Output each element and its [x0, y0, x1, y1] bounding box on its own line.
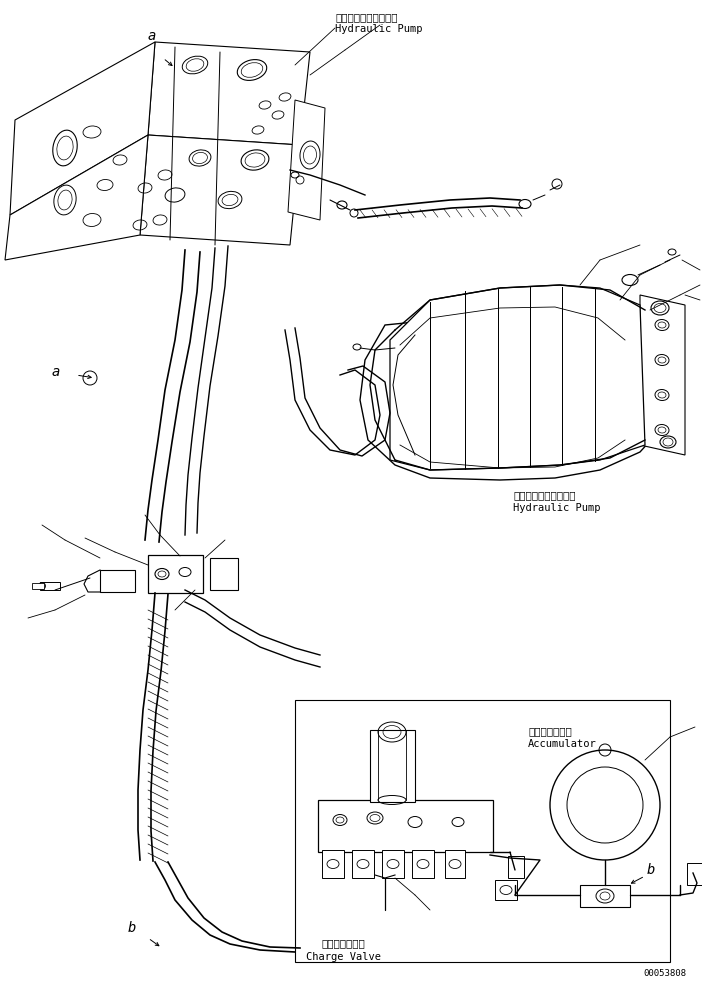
Bar: [445, 850, 465, 878]
Bar: [687, 863, 702, 885]
Text: 00053808: 00053808: [643, 969, 686, 978]
Text: Hydraulic Pump: Hydraulic Pump: [335, 24, 423, 34]
Bar: [322, 850, 344, 878]
Text: a: a: [52, 365, 60, 379]
Bar: [100, 570, 135, 592]
Text: Charge Valve: Charge Valve: [305, 952, 380, 962]
Text: ハイドロリックポンプ: ハイドロリックポンプ: [335, 12, 397, 22]
Bar: [295, 700, 670, 962]
Bar: [495, 880, 517, 900]
Bar: [370, 730, 415, 802]
Text: a: a: [148, 29, 157, 43]
Bar: [318, 800, 493, 852]
Bar: [148, 555, 203, 593]
Bar: [508, 856, 524, 878]
Bar: [40, 582, 60, 590]
Polygon shape: [390, 285, 645, 470]
Polygon shape: [640, 295, 685, 455]
Text: b: b: [128, 921, 136, 935]
Bar: [412, 850, 434, 878]
Text: チャージバルブ: チャージバルブ: [321, 938, 365, 948]
Polygon shape: [140, 135, 300, 245]
Text: Hydraulic Pump: Hydraulic Pump: [513, 503, 600, 513]
Text: b: b: [647, 863, 656, 877]
Bar: [352, 850, 374, 878]
Text: Accumulator: Accumulator: [528, 739, 597, 749]
Text: アキュムレータ: アキュムレータ: [528, 726, 571, 736]
Bar: [580, 885, 630, 907]
Polygon shape: [10, 42, 155, 215]
Polygon shape: [5, 135, 148, 260]
Bar: [382, 850, 404, 878]
Bar: [210, 558, 238, 590]
Text: ハイドロリックポンプ: ハイドロリックポンプ: [513, 490, 576, 500]
Polygon shape: [288, 100, 325, 220]
Bar: [32, 583, 44, 589]
Polygon shape: [148, 42, 310, 145]
